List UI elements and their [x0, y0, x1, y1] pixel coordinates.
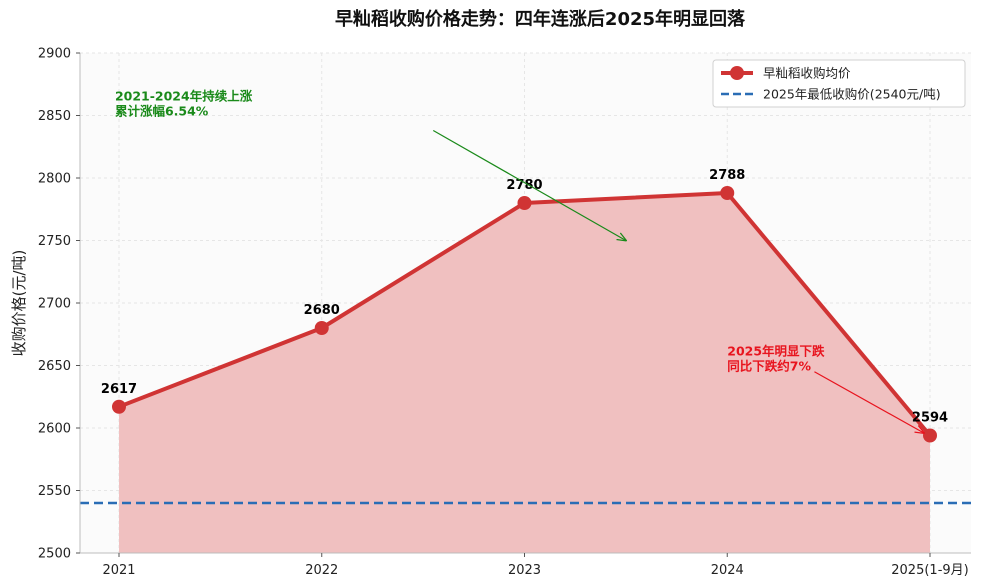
- data-point: [314, 321, 329, 335]
- x-tick-label: 2024: [711, 563, 744, 578]
- y-tick-label: 2700: [38, 297, 71, 312]
- y-tick-label: 2650: [38, 359, 71, 374]
- x-tick-label: 2023: [508, 563, 541, 578]
- data-label: 2594: [912, 411, 948, 426]
- legend-box: [712, 59, 966, 108]
- annotation-text: 累计涨幅6.54%: [115, 104, 209, 119]
- annotation-text: 同比下跌约7%: [727, 359, 811, 374]
- legend-series-label: 早籼稻收购均价: [763, 66, 851, 81]
- data-point: [720, 186, 735, 200]
- y-tick-label: 2600: [38, 422, 71, 437]
- x-tick-label: 2021: [102, 563, 135, 578]
- annotation-text: 2021-2024年持续上涨: [115, 89, 253, 104]
- annotation-arrow: [814, 371, 923, 433]
- data-label: 2788: [709, 168, 745, 183]
- data-label: 2617: [101, 382, 137, 397]
- y-tick-label: 2500: [38, 547, 71, 562]
- y-tick-label: 2850: [38, 109, 71, 124]
- y-axis-label: 收购价格(元/吨): [10, 250, 28, 357]
- data-label: 2680: [304, 303, 340, 318]
- legend-series-marker: [730, 66, 744, 80]
- y-tick-label: 2800: [38, 172, 71, 187]
- annotation-arrow: [432, 129, 626, 241]
- y-tick-label: 2750: [38, 234, 71, 249]
- y-tick-label: 2550: [38, 484, 71, 499]
- annotation-text: 2025年明显下跌: [727, 344, 825, 359]
- x-tick-label: 2025(1-9月): [891, 563, 968, 578]
- legend-reference-label: 2025年最低收购价(2540元/吨): [763, 87, 941, 102]
- y-tick-label: 2900: [38, 47, 71, 62]
- data-point: [517, 196, 532, 210]
- x-tick-label: 2022: [305, 563, 338, 578]
- data-label: 2780: [506, 178, 542, 193]
- chart-title: 早籼稻收购价格走势：四年连涨后2025年明显回落: [335, 8, 746, 30]
- data-point: [923, 428, 937, 443]
- series-area: [119, 193, 930, 553]
- data-point: [112, 399, 126, 414]
